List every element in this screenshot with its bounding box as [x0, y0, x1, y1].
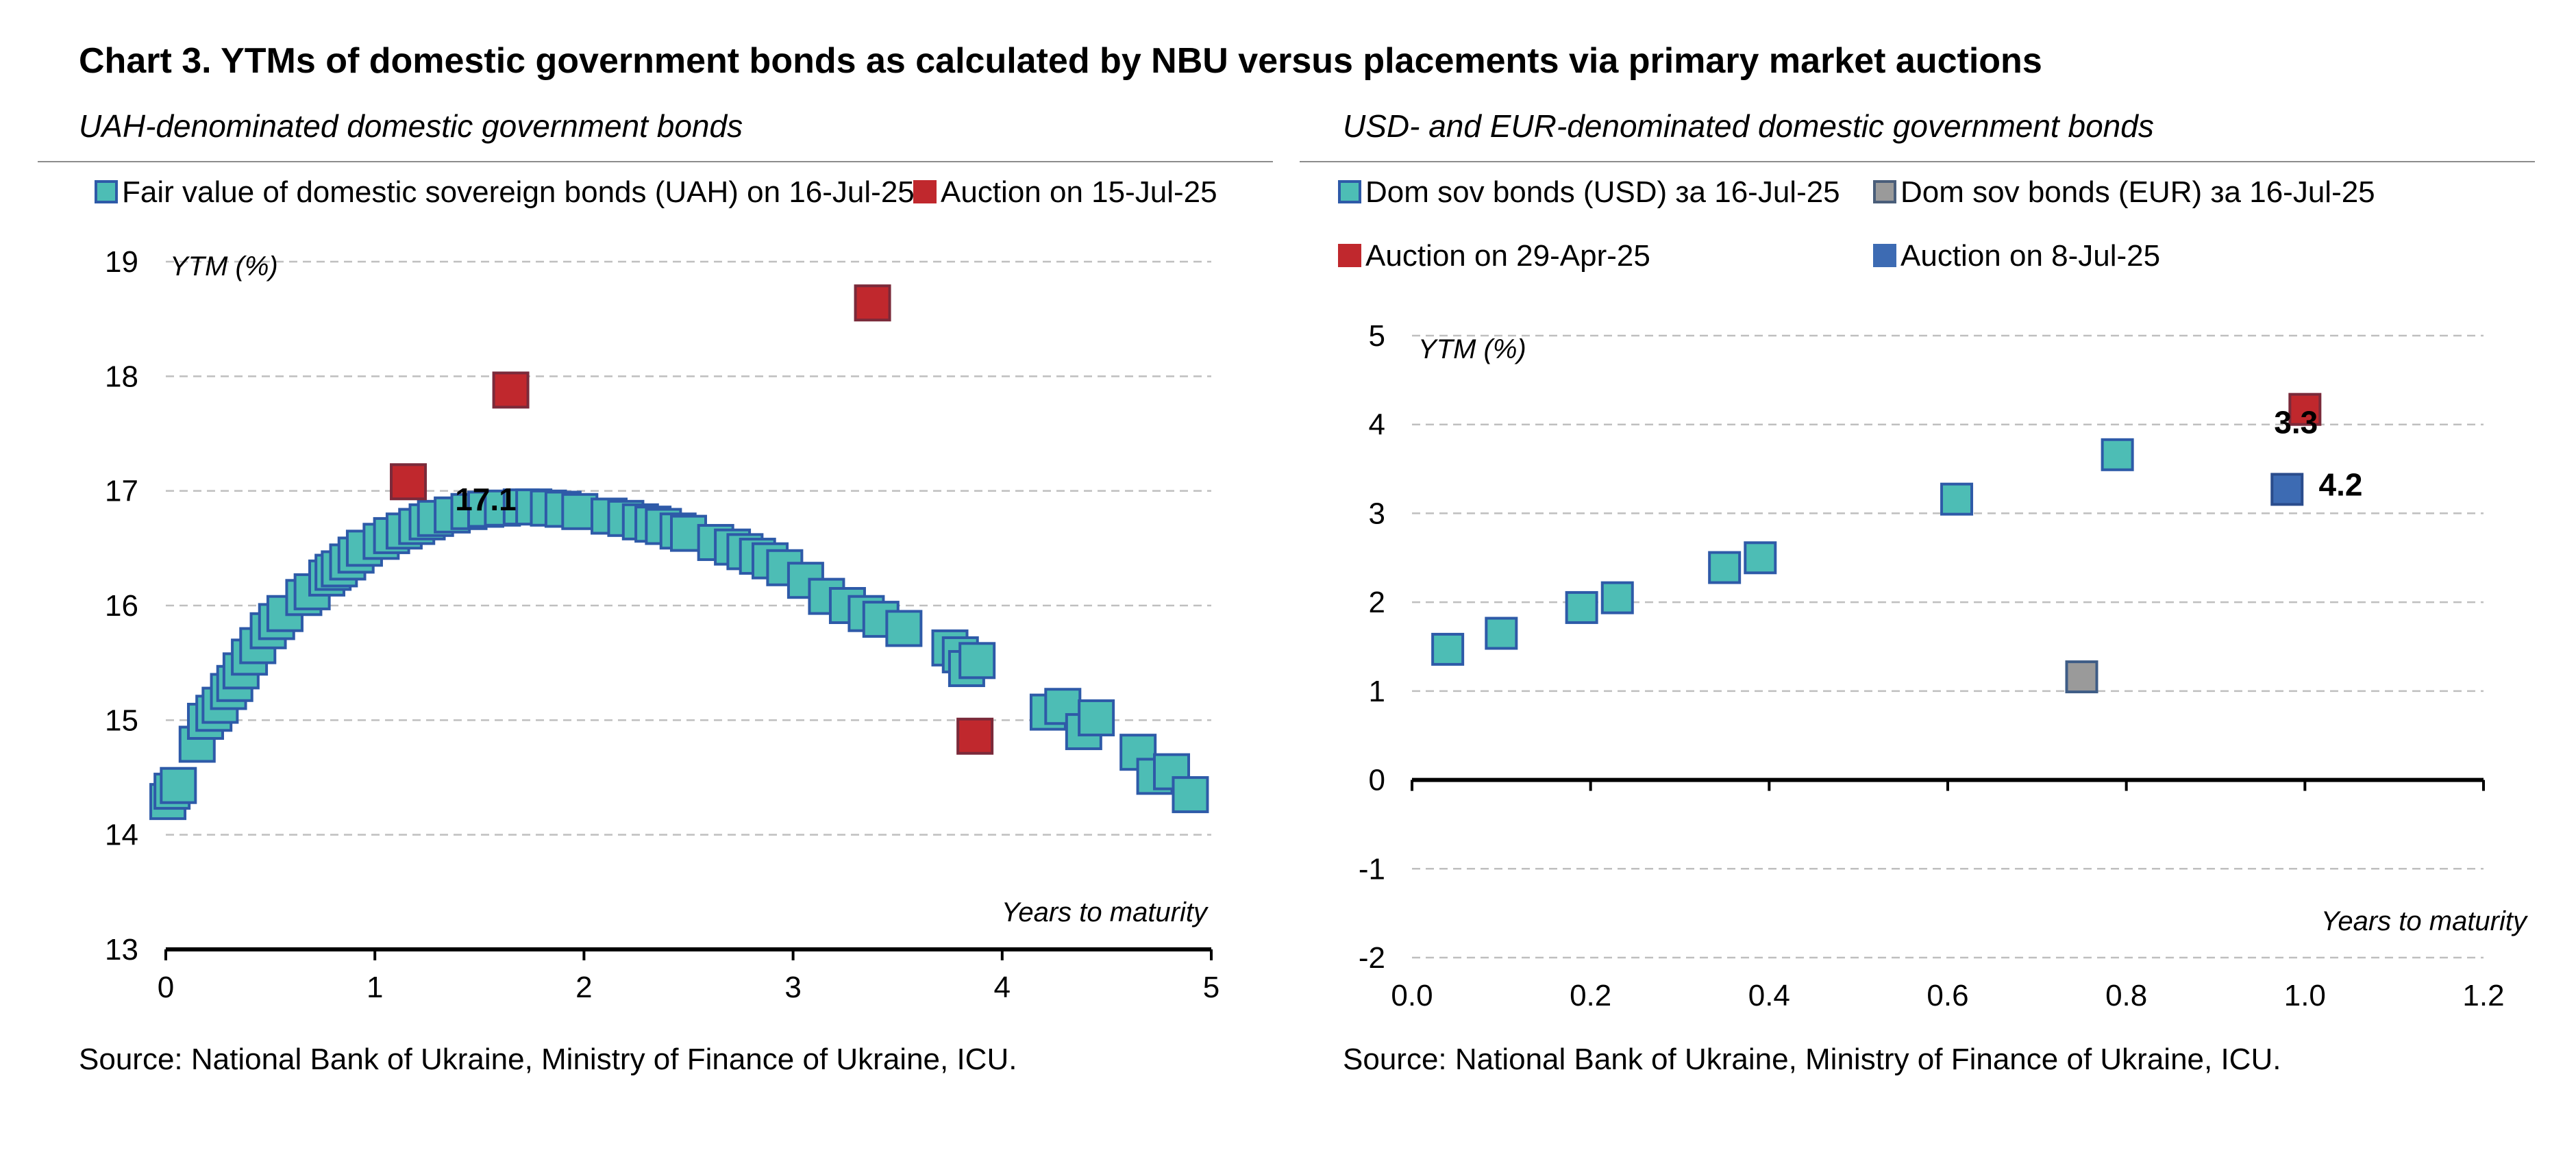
- uah-panel: UAH-denominated domestic government bond…: [38, 108, 1273, 1076]
- legend-swatch: [1338, 180, 1361, 203]
- data-point: [2288, 392, 2322, 426]
- data-point: [1708, 551, 1742, 584]
- data-point: [1485, 616, 1518, 650]
- series-group: [2288, 392, 2322, 426]
- y-tick-label: 16: [105, 589, 138, 623]
- panel-subtitle: USD- and EUR-denominated domestic govern…: [1343, 108, 2154, 144]
- series-group: [2065, 660, 2098, 694]
- x-tick-label: 1.0: [2284, 979, 2326, 1012]
- x-tick-label: 3: [784, 971, 801, 1004]
- x-tick-label: 1.2: [2462, 979, 2504, 1012]
- x-tick-label: 0: [158, 971, 174, 1004]
- data-point: [492, 371, 530, 409]
- legend-swatch: [1873, 180, 1896, 203]
- x-tick-label: 4: [994, 971, 1011, 1004]
- series-group: [1431, 438, 2134, 666]
- legend-label: Auction on 8-Jul-25: [1900, 239, 2160, 273]
- legend-swatch: [913, 180, 937, 203]
- x-axis-label: Years to maturity: [2321, 906, 2529, 936]
- data-label: 4.2: [2318, 466, 2362, 502]
- series-group: [149, 488, 1209, 821]
- data-point: [958, 642, 996, 680]
- source-note: Source: National Bank of Ukraine, Minist…: [79, 1043, 1017, 1076]
- series-group: [2270, 473, 2304, 506]
- y-tick-label: -1: [1359, 852, 1385, 886]
- legend-entry: Dom sov bonds (EUR) за 16-Jul-25: [1873, 175, 2375, 209]
- y-tick-label: 14: [105, 819, 138, 852]
- data-point: [956, 717, 994, 755]
- legend-swatch: [1338, 244, 1361, 267]
- y-tick-label: 2: [1369, 586, 1385, 619]
- y-axis-label: YTM (%): [170, 251, 278, 282]
- legend-entry: Fair value of domestic sovereign bonds (…: [95, 175, 915, 209]
- y-tick-label: 19: [105, 245, 138, 279]
- data-point: [390, 463, 428, 501]
- legend-label: Auction on 29-Apr-25: [1365, 239, 1650, 273]
- x-tick-label: 0.8: [2105, 979, 2147, 1012]
- data-point: [160, 767, 197, 804]
- x-tick-label: 2: [575, 971, 592, 1004]
- data-point: [266, 595, 304, 632]
- x-tick-label: 0.6: [1927, 979, 1968, 1012]
- data-point: [1431, 632, 1465, 666]
- legend-entry: Auction on 15-Jul-25: [913, 175, 1217, 209]
- data-point: [1600, 581, 1634, 614]
- y-axis-label: YTM (%): [1418, 334, 1526, 364]
- data-label: 3.3: [2274, 405, 2318, 440]
- data-point: [1078, 699, 1115, 736]
- x-axis-label: Years to maturity: [1002, 897, 1209, 927]
- x-tick-label: 1: [367, 971, 383, 1004]
- data-label: 17.1: [455, 482, 517, 517]
- data-point: [1565, 590, 1598, 624]
- data-point: [2065, 660, 2098, 694]
- y-tick-label: 0: [1369, 764, 1385, 797]
- data-point: [854, 284, 891, 322]
- y-tick-label: 15: [105, 703, 138, 737]
- data-point: [2270, 473, 2304, 506]
- x-tick-label: 0.2: [1570, 979, 1611, 1012]
- y-tick-label: 18: [105, 360, 138, 393]
- y-tick-label: 4: [1369, 408, 1385, 442]
- y-tick-label: 5: [1369, 319, 1385, 353]
- data-point: [1744, 541, 1777, 575]
- y-tick-label: -2: [1359, 941, 1385, 975]
- legend-swatch: [95, 180, 118, 203]
- x-tick-label: 0.4: [1748, 979, 1790, 1012]
- legend-swatch: [1873, 244, 1896, 267]
- data-point: [2101, 438, 2134, 471]
- y-tick-label: 13: [105, 933, 138, 967]
- legend-label: Fair value of domestic sovereign bonds (…: [122, 175, 915, 209]
- y-tick-label: 3: [1369, 497, 1385, 530]
- series-group: [390, 284, 994, 755]
- y-tick-label: 1: [1369, 675, 1385, 708]
- chart-title: Chart 3. YTMs of domestic government bon…: [79, 41, 2042, 81]
- data-point: [1172, 776, 1209, 814]
- x-tick-label: 5: [1203, 971, 1219, 1004]
- data-point: [885, 610, 923, 647]
- legend-entry: Auction on 8-Jul-25: [1873, 239, 2160, 273]
- fx-panel: USD- and EUR-denominated domestic govern…: [1300, 108, 2535, 1076]
- legend-entry: Auction on 29-Apr-25: [1338, 239, 1650, 273]
- y-tick-label: 17: [105, 475, 138, 508]
- legend-label: Auction on 15-Jul-25: [941, 175, 1217, 209]
- legend-label: Dom sov bonds (USD) за 16-Jul-25: [1365, 175, 1840, 209]
- x-tick-label: 0.0: [1391, 979, 1433, 1012]
- panel-subtitle: UAH-denominated domestic government bond…: [79, 108, 743, 144]
- source-note: Source: National Bank of Ukraine, Minist…: [1343, 1043, 2281, 1076]
- legend-entry: Dom sov bonds (USD) за 16-Jul-25: [1338, 175, 1840, 209]
- data-point: [1940, 482, 1974, 516]
- legend-label: Dom sov bonds (EUR) за 16-Jul-25: [1900, 175, 2375, 209]
